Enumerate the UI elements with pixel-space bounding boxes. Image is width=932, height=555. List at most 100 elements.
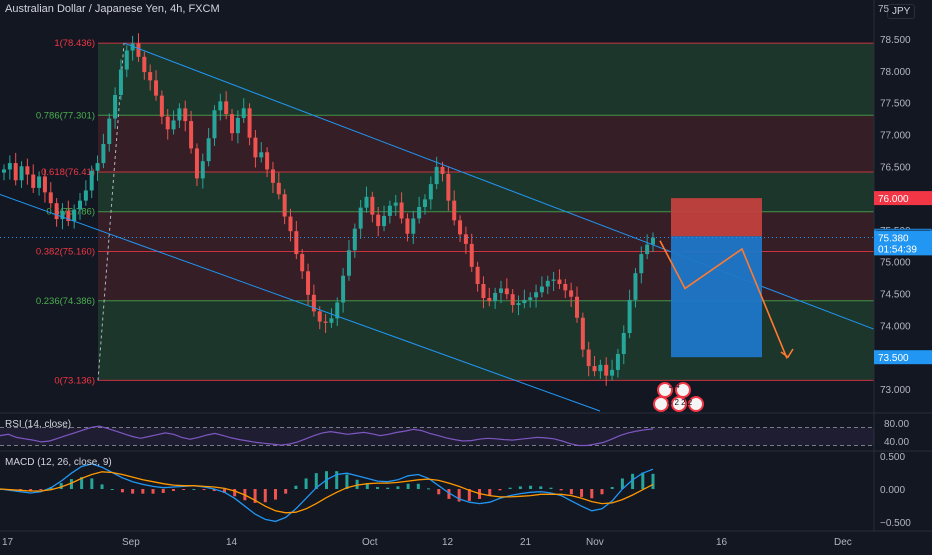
fib-band bbox=[98, 115, 874, 172]
price-tag-label: 01:54:39 bbox=[878, 244, 917, 255]
candle-body bbox=[405, 218, 410, 234]
candle-body bbox=[551, 279, 556, 281]
macd-hist-bar bbox=[110, 489, 114, 491]
event-icons: 3 4 4 2 2 2 bbox=[653, 381, 704, 412]
candle-body bbox=[48, 192, 53, 204]
macd-hist-bar bbox=[457, 489, 461, 502]
macd-hist-bar bbox=[120, 489, 124, 493]
candle-body bbox=[516, 303, 521, 305]
candle-body bbox=[300, 254, 305, 272]
price-tag-bg bbox=[874, 350, 932, 365]
candle-body bbox=[31, 174, 36, 188]
fib-label: 0.618(76.41) bbox=[41, 167, 95, 178]
candle-body bbox=[118, 69, 123, 95]
macd-hist-bar bbox=[539, 486, 543, 490]
candle-body bbox=[545, 280, 550, 287]
candle-body bbox=[253, 137, 258, 158]
macd-hist-bar bbox=[386, 487, 390, 490]
candle-body bbox=[101, 144, 106, 164]
candle-body bbox=[592, 366, 597, 372]
macd-hist-bar bbox=[406, 483, 410, 490]
macd-hist-bar bbox=[182, 489, 186, 491]
time-tick-label: 12 bbox=[442, 537, 454, 548]
fib-label: 1(78.436) bbox=[54, 38, 95, 49]
candle-body bbox=[107, 118, 112, 144]
candle-body bbox=[165, 116, 170, 130]
candle-body bbox=[224, 101, 229, 115]
price-tick-label: 74.500 bbox=[880, 290, 911, 301]
candle-body bbox=[171, 120, 176, 130]
time-tick-label: 21 bbox=[520, 537, 532, 548]
candle-body bbox=[580, 317, 585, 350]
price-tag-bg bbox=[874, 191, 932, 206]
candle-body bbox=[411, 218, 416, 234]
macd-hist-bar bbox=[467, 489, 471, 501]
candle-body bbox=[469, 243, 474, 267]
time-tick-label: Sep bbox=[122, 537, 140, 548]
macd-hist-bar bbox=[263, 489, 267, 503]
price-tick-label: 73.000 bbox=[880, 385, 911, 396]
candle-body bbox=[60, 210, 65, 220]
candle-body bbox=[598, 364, 603, 372]
candle-body bbox=[475, 266, 480, 284]
candle-body bbox=[194, 148, 199, 179]
rsi-band bbox=[0, 427, 874, 446]
macd-hist-bar bbox=[151, 489, 155, 494]
fib-label: 0.382(75.160) bbox=[36, 247, 95, 258]
time-tick-label: Nov bbox=[586, 537, 604, 548]
candle-body bbox=[7, 163, 12, 170]
macd-tick-label: 0.000 bbox=[880, 485, 905, 496]
macd-hist-bar bbox=[376, 487, 380, 490]
macd-hist-bar bbox=[651, 473, 655, 490]
time-tick-label: 14 bbox=[226, 537, 238, 548]
candle-body bbox=[282, 194, 287, 217]
macd-hist-bar bbox=[202, 489, 206, 491]
candle-body bbox=[276, 182, 281, 195]
candle-body bbox=[247, 108, 252, 138]
candle-body bbox=[645, 244, 650, 255]
candle-body bbox=[352, 228, 357, 251]
candle-body bbox=[148, 72, 153, 81]
macd-hist-bar bbox=[569, 489, 573, 495]
axis-top-clipped-label: 75 bbox=[878, 4, 890, 15]
macd-hist-bar bbox=[161, 489, 165, 493]
projection-path bbox=[659, 240, 788, 359]
macd-hist-bar bbox=[447, 489, 451, 499]
macd-hist-bar bbox=[212, 489, 216, 491]
event-icon bbox=[653, 396, 669, 412]
candle-body bbox=[2, 169, 6, 173]
candle-body bbox=[206, 138, 211, 162]
candle-body bbox=[19, 166, 24, 181]
macd-legend: MACD (12, 26, close, 9) bbox=[5, 457, 112, 468]
candle-body bbox=[434, 166, 439, 185]
price-tag-label: 76.000 bbox=[878, 194, 909, 205]
candle-body bbox=[610, 369, 615, 376]
candle-body bbox=[621, 333, 626, 354]
candles bbox=[2, 33, 655, 386]
candle-body bbox=[241, 108, 246, 118]
candle-body bbox=[13, 163, 18, 181]
macd-hist-bar bbox=[620, 478, 624, 490]
price-tick-label: 76.500 bbox=[880, 162, 911, 173]
event-count: 4 2 2 2 bbox=[668, 398, 693, 407]
macd-hist-bar bbox=[69, 479, 73, 490]
macd-hist-bar bbox=[294, 485, 298, 490]
rsi-tick-label: 80.00 bbox=[884, 419, 909, 430]
macd-hist-bar bbox=[80, 477, 84, 490]
candle-body bbox=[230, 114, 235, 134]
currency-badge[interactable]: JPY bbox=[887, 4, 916, 19]
candle-body bbox=[42, 176, 47, 193]
candle-body bbox=[487, 298, 492, 302]
fib-label: 0(73.136) bbox=[54, 375, 95, 386]
price-tick-label: 78.000 bbox=[880, 67, 911, 78]
stop-loss-zone bbox=[671, 198, 762, 237]
candle-body bbox=[627, 299, 632, 333]
price-tick-label: 74.000 bbox=[880, 321, 911, 332]
candle-body bbox=[72, 209, 77, 221]
macd-hist-bar bbox=[29, 489, 33, 491]
candle-body bbox=[25, 166, 30, 175]
candle-body bbox=[428, 184, 433, 200]
candle-body bbox=[130, 43, 135, 51]
